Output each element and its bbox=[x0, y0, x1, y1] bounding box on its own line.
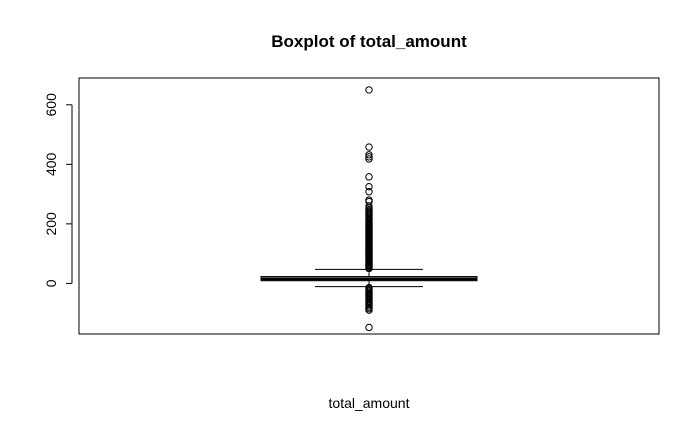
outlier-point bbox=[365, 323, 373, 332]
outlier-point bbox=[365, 182, 373, 191]
outlier-point bbox=[365, 264, 373, 273]
outliers bbox=[365, 86, 373, 332]
outlier-point bbox=[365, 153, 373, 161]
y-tick-label: 200 bbox=[43, 212, 59, 236]
outlier-point bbox=[365, 151, 373, 159]
chart-title: Boxplot of total_amount bbox=[271, 32, 467, 51]
y-tick-label: 400 bbox=[43, 152, 59, 176]
outlier-point bbox=[365, 188, 373, 196]
box-group bbox=[260, 268, 478, 288]
outlier-point bbox=[365, 143, 373, 151]
outlier-point bbox=[365, 196, 373, 204]
outlier-point bbox=[365, 173, 373, 181]
plot-frame bbox=[78, 77, 660, 335]
x-axis-label: total_amount bbox=[329, 395, 410, 411]
outlier-point bbox=[365, 306, 373, 314]
outlier-point bbox=[365, 155, 373, 163]
y-tick-label: 0 bbox=[43, 279, 59, 287]
y-axis: 0 200 400 600 bbox=[43, 93, 72, 287]
outlier-point bbox=[365, 86, 373, 94]
y-tick-label: 600 bbox=[43, 93, 59, 117]
